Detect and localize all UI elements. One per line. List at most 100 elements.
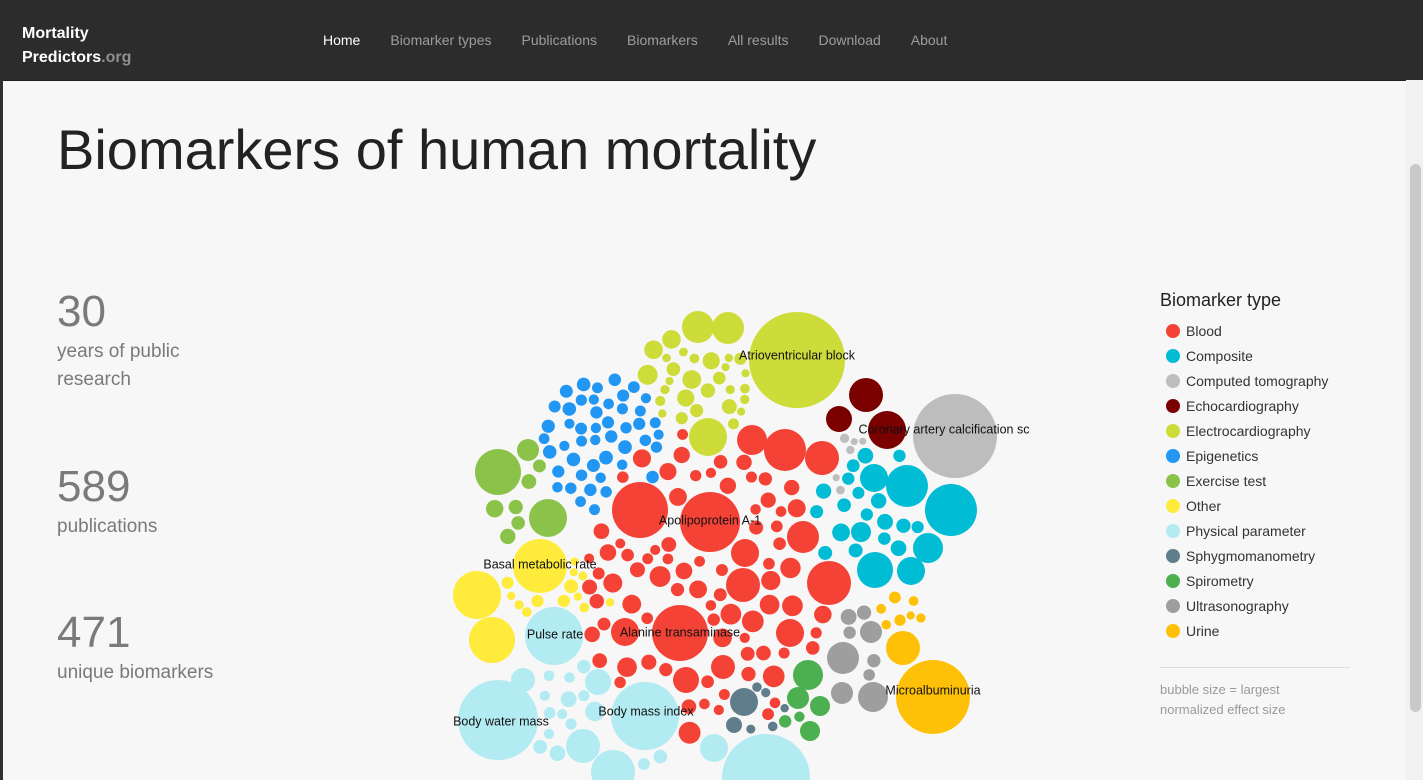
biomarker-bubble-blood[interactable] (782, 595, 803, 617)
biomarker-bubble-composite[interactable] (886, 465, 928, 507)
biomarker-bubble-composite[interactable] (848, 543, 863, 558)
nav-biomarkers[interactable]: Biomarkers (627, 32, 698, 48)
biomarker-bubble-epigenetics[interactable] (616, 403, 628, 415)
biomarker-bubble-spirometry[interactable] (778, 715, 792, 728)
biomarker-bubble-composite[interactable] (897, 557, 925, 585)
biomarker-bubble-blood[interactable] (678, 721, 701, 744)
biomarker-bubble-blood[interactable] (611, 618, 639, 646)
biomarker-bubble-other[interactable] (569, 568, 578, 577)
nav-all-results[interactable]: All results (727, 32, 789, 48)
biomarker-bubble-electrocardiography[interactable] (682, 370, 702, 389)
biomarker-bubble-epigenetics[interactable] (649, 417, 661, 429)
biomarker-bubble-other[interactable] (453, 571, 501, 619)
biomarker-bubble-epigenetics[interactable] (620, 422, 632, 434)
biomarker-bubble-blood[interactable] (622, 594, 642, 614)
biomarker-bubble-composite[interactable] (860, 508, 873, 521)
biomarker-bubble-blood[interactable] (677, 428, 689, 440)
biomarker-bubble-epigenetics[interactable] (566, 452, 581, 467)
biomarker-bubble-physical-parameter[interactable] (577, 659, 591, 674)
biomarker-bubble-blood[interactable] (582, 579, 598, 595)
biomarker-bubble-blood[interactable] (673, 446, 690, 464)
biomarker-bubble-other[interactable] (557, 594, 571, 608)
biomarker-bubble-epigenetics[interactable] (590, 434, 601, 446)
biomarker-bubble-epigenetics[interactable] (590, 406, 603, 419)
biomarker-bubble-exercise-test[interactable] (532, 459, 546, 473)
biomarker-bubble-electrocardiography[interactable] (679, 347, 688, 357)
biomarker-bubble-blood[interactable] (670, 582, 685, 597)
biomarker-bubble-blood[interactable] (592, 653, 608, 668)
biomarker-bubble-spirometry[interactable] (793, 660, 823, 690)
biomarker-bubble-blood[interactable] (762, 665, 785, 688)
biomarker-bubble-urine[interactable] (881, 619, 892, 630)
biomarker-bubble-spirometry[interactable] (787, 687, 809, 709)
biomarker-bubble-epigenetics[interactable] (552, 482, 563, 493)
biomarker-bubble-epigenetics[interactable] (589, 504, 600, 516)
biomarker-bubble-blood[interactable] (713, 588, 727, 602)
biomarker-bubble-blood[interactable] (715, 563, 728, 576)
biomarker-bubble-blood[interactable] (701, 675, 714, 689)
biomarker-bubble-epigenetics[interactable] (575, 422, 588, 435)
biomarker-bubble-composite[interactable] (832, 523, 850, 542)
biomarker-bubble-blood[interactable] (736, 454, 752, 471)
biomarker-bubble-blood[interactable] (760, 492, 776, 508)
biomarker-bubble-electrocardiography[interactable] (740, 394, 750, 405)
biomarker-bubble-blood[interactable] (810, 627, 822, 639)
biomarker-bubble-electrocardiography[interactable] (741, 369, 750, 378)
biomarker-bubble-blood[interactable] (593, 523, 610, 540)
biomarker-bubble-blood[interactable] (741, 610, 764, 633)
biomarker-bubble-sphygmomanometry[interactable] (746, 724, 756, 734)
biomarker-bubble-blood[interactable] (756, 645, 771, 661)
biomarker-bubble-blood[interactable] (642, 553, 654, 565)
biomarker-bubble-epigenetics[interactable] (653, 429, 664, 440)
biomarker-bubble-blood[interactable] (694, 555, 705, 567)
biomarker-bubble-composite[interactable] (857, 552, 893, 588)
scrollbar-thumb[interactable] (1410, 164, 1421, 712)
biomarker-bubble-blood[interactable] (740, 646, 755, 661)
biomarker-bubble-ultrasonography[interactable] (831, 682, 853, 704)
biomarker-bubble-electrocardiography[interactable] (721, 399, 737, 415)
biomarker-bubble-blood[interactable] (612, 482, 668, 538)
biomarker-bubble-epigenetics[interactable] (634, 405, 646, 417)
biomarker-bubble-electrocardiography[interactable] (689, 418, 727, 456)
biomarker-bubble-blood[interactable] (764, 429, 806, 471)
biomarker-bubble-other[interactable] (501, 576, 514, 589)
biomarker-bubble-physical-parameter[interactable] (585, 669, 611, 695)
biomarker-bubble-epigenetics[interactable] (552, 465, 565, 478)
biomarker-bubble-physical-parameter[interactable] (611, 682, 679, 750)
biomarker-bubble-epigenetics[interactable] (541, 419, 555, 433)
biomarker-bubble-epigenetics[interactable] (639, 434, 652, 447)
biomarker-bubble-electrocardiography[interactable] (727, 418, 739, 430)
biomarker-bubble-epigenetics[interactable] (608, 373, 622, 387)
biomarker-bubble-blood[interactable] (617, 657, 637, 678)
biomarker-bubble-physical-parameter[interactable] (578, 690, 590, 702)
biomarker-bubble-echocardiography[interactable] (826, 406, 852, 432)
biomarker-bubble-epigenetics[interactable] (633, 417, 646, 430)
biomarker-bubble-epigenetics[interactable] (605, 430, 618, 443)
biomarker-bubble-blood[interactable] (741, 666, 756, 682)
biomarker-bubble-physical-parameter[interactable] (565, 718, 577, 730)
biomarker-bubble-blood[interactable] (770, 520, 783, 533)
biomarker-bubble-blood[interactable] (814, 605, 832, 624)
biomarker-bubble-other[interactable] (573, 592, 583, 601)
biomarker-bubble-spirometry[interactable] (800, 721, 820, 741)
biomarker-bubble-blood[interactable] (719, 477, 737, 494)
biomarker-bubble-epigenetics[interactable] (564, 418, 575, 429)
biomarker-bubble-epigenetics[interactable] (538, 433, 550, 445)
biomarker-bubble-computed-tomography[interactable] (839, 433, 850, 443)
biomarker-bubble-electrocardiography[interactable] (655, 395, 666, 407)
biomarker-bubble-physical-parameter[interactable] (543, 670, 555, 681)
biomarker-bubble-sphygmomanometry[interactable] (780, 703, 789, 713)
biomarker-bubble-ultrasonography[interactable] (860, 621, 882, 643)
biomarker-bubble-blood[interactable] (705, 600, 717, 611)
biomarker-bubble-electrocardiography[interactable] (662, 330, 681, 349)
biomarker-bubble-blood[interactable] (776, 619, 804, 647)
biomarker-bubble-exercise-test[interactable] (500, 528, 516, 545)
biomarker-bubble-electrocardiography[interactable] (660, 384, 670, 395)
biomarker-bubble-other[interactable] (564, 579, 579, 594)
biomarker-bubble-epigenetics[interactable] (575, 496, 586, 507)
biomarker-bubble-blood[interactable] (599, 544, 617, 561)
biomarker-bubble-blood[interactable] (597, 617, 611, 631)
biomarker-bubble-physical-parameter[interactable] (700, 734, 728, 762)
biomarker-bubble-computed-tomography[interactable] (850, 438, 858, 446)
biomarker-bubble-composite[interactable] (842, 472, 855, 485)
